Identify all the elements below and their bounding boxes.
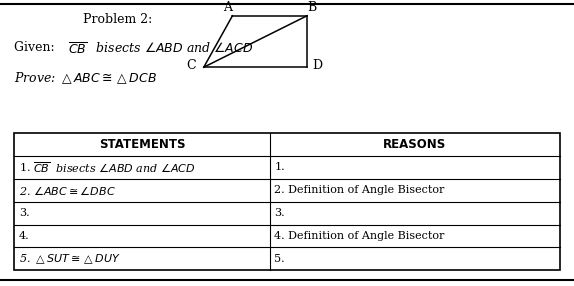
Text: B: B [307,1,316,14]
Text: STATEMENTS: STATEMENTS [99,138,185,151]
Text: 1.: 1. [274,162,285,172]
Text: D: D [312,59,323,72]
Text: bisects $\angle ABD$ and $\angle ACD$: bisects $\angle ABD$ and $\angle ACD$ [92,41,253,55]
Text: 2. $\angle ABC \cong \angle DBC$: 2. $\angle ABC \cong \angle DBC$ [19,184,116,197]
Text: 3.: 3. [274,208,285,218]
Text: Problem 2:: Problem 2: [83,13,153,26]
Text: 2. Definition of Angle Bisector: 2. Definition of Angle Bisector [274,185,445,195]
Text: 4.: 4. [19,231,30,241]
Text: Prove: $\triangle ABC \cong \triangle DCB$: Prove: $\triangle ABC \cong \triangle DC… [14,70,157,86]
Text: REASONS: REASONS [383,138,447,151]
Text: $\overline{CB}$: $\overline{CB}$ [33,160,50,175]
Text: 3.: 3. [19,208,30,218]
Text: bisects $\angle ABD$ and $\angle ACD$: bisects $\angle ABD$ and $\angle ACD$ [52,161,195,174]
Text: C: C [187,59,196,72]
Text: Given:: Given: [14,41,59,54]
Text: 5. $\triangle SUT \cong \triangle DUY$: 5. $\triangle SUT \cong \triangle DUY$ [19,252,121,266]
Text: 4. Definition of Angle Bisector: 4. Definition of Angle Bisector [274,231,445,241]
Text: 1.$\,$: 1.$\,$ [19,161,30,173]
Bar [14,133,560,270]
Text: 5.: 5. [274,254,285,264]
Text: A: A [223,1,232,14]
Text: $\overline{CB}$: $\overline{CB}$ [68,41,87,57]
